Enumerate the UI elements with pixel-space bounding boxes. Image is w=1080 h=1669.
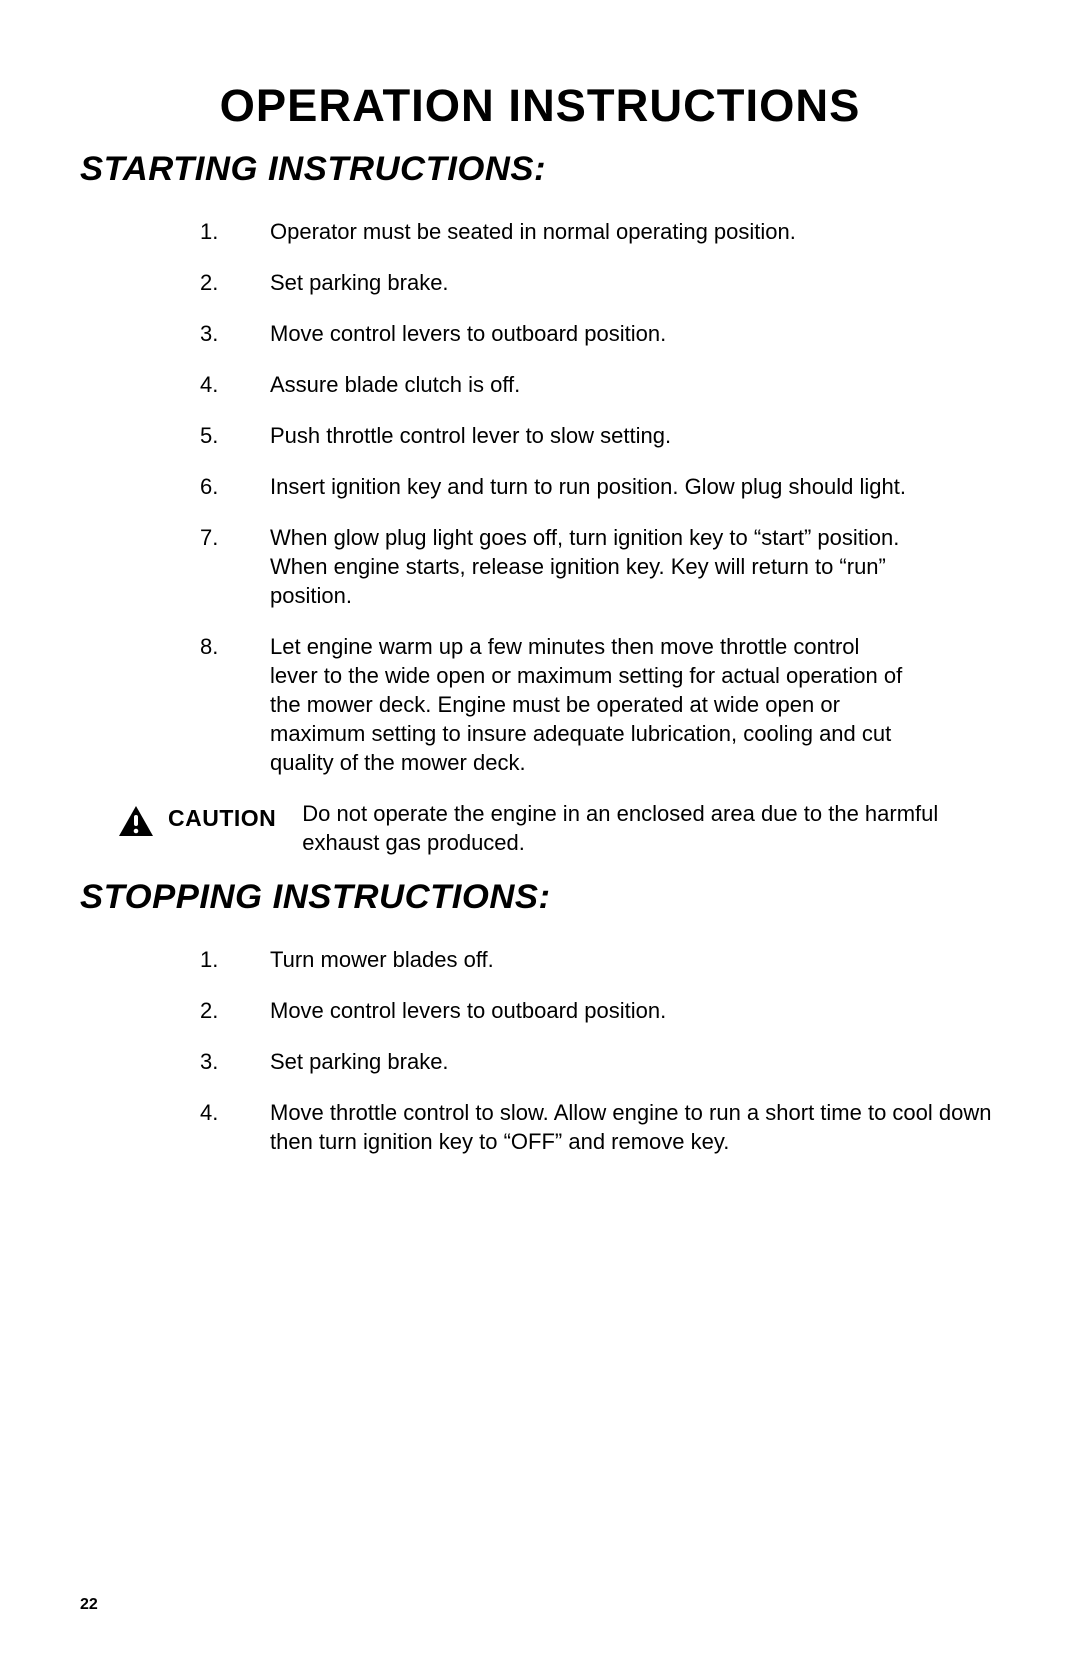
list-item-text: Set parking brake. — [270, 1047, 1000, 1076]
caution-block: CAUTION Do not operate the engine in an … — [80, 799, 1000, 857]
list-item: 4.Assure blade clutch is off. — [200, 370, 1000, 399]
list-item-text: Move control levers to outboard position… — [270, 319, 910, 348]
caution-label: CAUTION — [168, 805, 276, 832]
list-item: 2.Set parking brake. — [200, 268, 1000, 297]
list-item: 1.Turn mower blades off. — [200, 945, 1000, 974]
list-item: 3.Move control levers to outboard positi… — [200, 319, 1000, 348]
list-item: 7.When glow plug light goes off, turn ig… — [200, 523, 1000, 610]
list-item-text: Push throttle control lever to slow sett… — [270, 421, 910, 450]
list-item-number: 4. — [200, 1098, 270, 1127]
list-item: 4.Move throttle control to slow. Allow e… — [200, 1098, 1000, 1156]
list-item-text: Assure blade clutch is off. — [270, 370, 910, 399]
list-item-text: Move control levers to outboard position… — [270, 996, 1000, 1025]
page-title: OPERATION INSTRUCTIONS — [80, 80, 1000, 132]
list-item-number: 6. — [200, 472, 270, 501]
stopping-instructions-list: 1.Turn mower blades off.2.Move control l… — [80, 945, 1000, 1156]
starting-instructions-list: 1.Operator must be seated in normal oper… — [80, 217, 1000, 777]
list-item: 8.Let engine warm up a few minutes then … — [200, 632, 1000, 777]
page-number: 22 — [80, 1596, 98, 1614]
list-item-number: 3. — [200, 1047, 270, 1076]
list-item-number: 3. — [200, 319, 270, 348]
section-heading-starting: STARTING INSTRUCTIONS: — [80, 150, 1000, 189]
list-item-number: 8. — [200, 632, 270, 661]
section-heading-stopping: STOPPING INSTRUCTIONS: — [80, 878, 1000, 917]
list-item: 3.Set parking brake. — [200, 1047, 1000, 1076]
list-item-text: Insert ignition key and turn to run posi… — [270, 472, 910, 501]
list-item: 5.Push throttle control lever to slow se… — [200, 421, 1000, 450]
list-item: 6.Insert ignition key and turn to run po… — [200, 472, 1000, 501]
list-item: 1.Operator must be seated in normal oper… — [200, 217, 1000, 246]
list-item-text: Operator must be seated in normal operat… — [270, 217, 910, 246]
list-item-number: 5. — [200, 421, 270, 450]
list-item-text: Move throttle control to slow. Allow eng… — [270, 1098, 1000, 1156]
warning-triangle-icon — [118, 805, 154, 842]
list-item-text: When glow plug light goes off, turn igni… — [270, 523, 910, 610]
list-item-text: Set parking brake. — [270, 268, 910, 297]
document-page: OPERATION INSTRUCTIONS STARTING INSTRUCT… — [0, 0, 1080, 1669]
list-item-number: 7. — [200, 523, 270, 552]
caution-text: Do not operate the engine in an enclosed… — [302, 799, 1000, 857]
list-item-number: 1. — [200, 945, 270, 974]
list-item-number: 2. — [200, 268, 270, 297]
list-item-number: 2. — [200, 996, 270, 1025]
list-item-number: 4. — [200, 370, 270, 399]
list-item-text: Turn mower blades off. — [270, 945, 1000, 974]
list-item-text: Let engine warm up a few minutes then mo… — [270, 632, 910, 777]
list-item-number: 1. — [200, 217, 270, 246]
list-item: 2.Move control levers to outboard positi… — [200, 996, 1000, 1025]
